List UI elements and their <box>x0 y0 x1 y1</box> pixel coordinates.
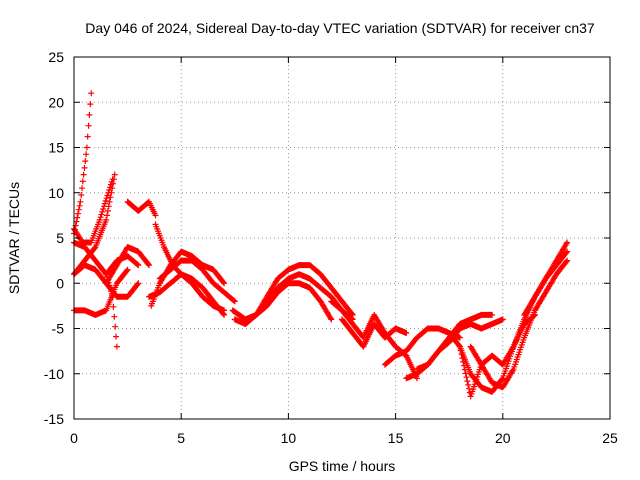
data-point-markers <box>521 248 571 318</box>
x-axis-label: GPS time / hours <box>289 458 396 474</box>
y-tick-label: -5 <box>52 321 65 337</box>
x-tick-label: 20 <box>495 430 511 446</box>
data-point-markers <box>103 253 142 278</box>
data-point-markers <box>229 262 356 323</box>
y-tick-label: -15 <box>44 411 64 427</box>
data-point-markers <box>124 198 159 219</box>
data-point-markers <box>414 316 506 373</box>
y-tick-label: 20 <box>48 94 64 110</box>
data-point-markers <box>467 257 571 391</box>
x-tick-label: 25 <box>602 430 618 446</box>
y-tick-label: 5 <box>56 230 64 246</box>
x-tick-label: 15 <box>388 430 404 446</box>
series-pass-21 <box>414 316 506 373</box>
data-point-markers <box>152 221 228 314</box>
data-layer <box>71 90 571 400</box>
y-tick-label: 0 <box>56 275 64 291</box>
x-tick-label: 0 <box>70 430 78 446</box>
series-pass-8 <box>103 253 142 278</box>
series-pass-14 <box>229 262 356 323</box>
grid-layer <box>74 57 610 419</box>
data-point-markers <box>242 280 335 323</box>
y-tick-label: 15 <box>48 140 64 156</box>
data-point-markers <box>339 316 410 350</box>
series-pass-12 <box>146 271 228 318</box>
series-pass-17 <box>328 298 420 382</box>
x-tick-label: 10 <box>281 430 297 446</box>
series-pass-24 <box>467 257 571 391</box>
tick-layer: 0 5 10 15 20 25 -15 -10 -5 0 5 10 15 20 25 <box>44 49 618 446</box>
data-point-markers <box>328 298 420 382</box>
data-point-markers <box>456 311 538 400</box>
y-axis-label: SDTVAR / TECUs <box>6 182 22 294</box>
series-pass-11 <box>152 221 228 314</box>
x-tick-label: 5 <box>177 430 185 446</box>
series-pass-23 <box>456 311 538 400</box>
series-pass-16 <box>242 280 335 323</box>
chart-title: Day 046 of 2024, Sidereal Day-to-day VTE… <box>85 20 595 36</box>
y-tick-label: 25 <box>48 49 64 65</box>
y-tick-label: 10 <box>48 185 64 201</box>
series-pass-25 <box>521 248 571 318</box>
data-point-markers <box>146 271 228 318</box>
data-point-markers <box>156 257 238 305</box>
y-tick-label: -10 <box>44 366 64 382</box>
series-pass-9 <box>124 198 159 219</box>
series-pass-13 <box>156 257 238 305</box>
series-pass-18 <box>339 316 410 350</box>
